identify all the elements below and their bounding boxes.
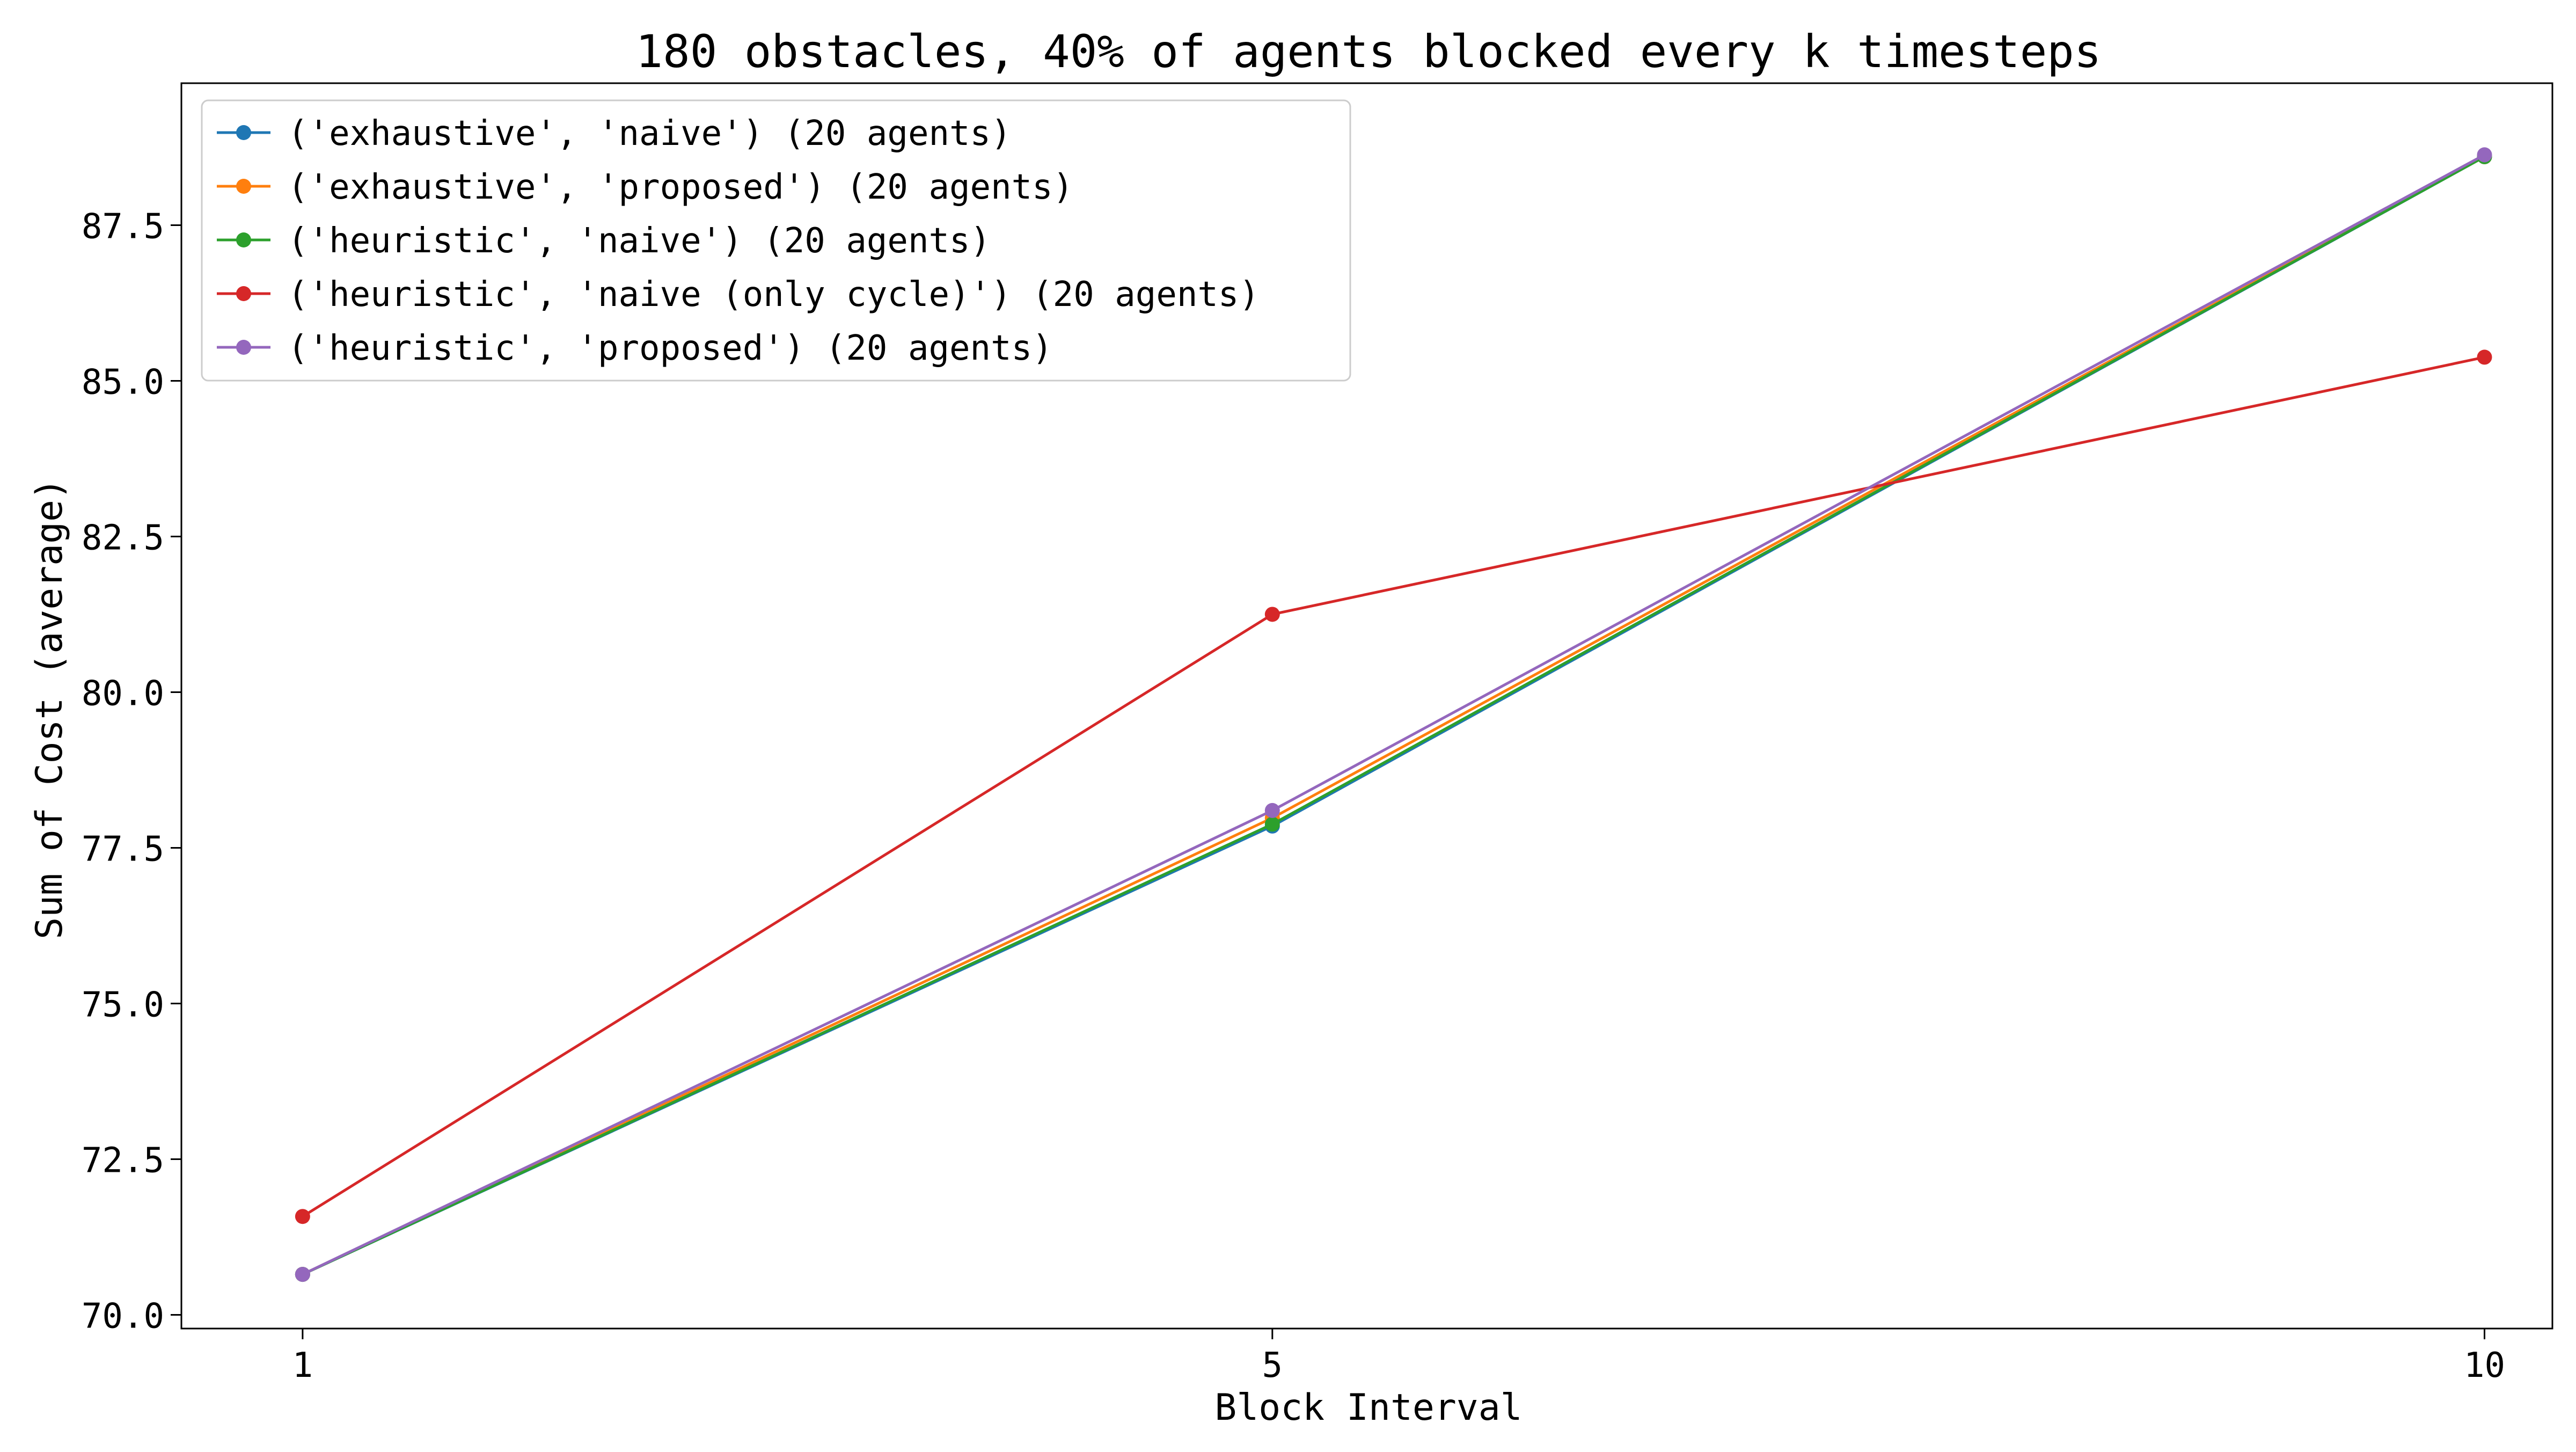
data-point — [1264, 607, 1280, 622]
legend-label: ('heuristic', 'proposed') (20 agents) — [288, 329, 1053, 368]
y-axis-label: Sum of Cost (average) — [28, 478, 71, 939]
legend-item: ('exhaustive', 'proposed') (20 agents) — [217, 167, 1073, 207]
y-tick-label: 75.0 — [82, 985, 164, 1025]
chart-title: 180 obstacles, 40% of agents blocked eve… — [636, 25, 2102, 78]
legend-item: ('heuristic', 'naive (only cycle)') (20 … — [217, 275, 1260, 315]
legend: ('exhaustive', 'naive') (20 agents) ('exh… — [201, 99, 1351, 382]
data-point — [2477, 349, 2492, 365]
data-point — [2477, 147, 2492, 163]
legend-swatch-marker — [236, 286, 251, 301]
y-tick-label: 72.5 — [82, 1141, 164, 1180]
x-tick-label: 10 — [2464, 1346, 2505, 1385]
x-tick-label: 1 — [292, 1346, 313, 1385]
legend-swatch-marker — [236, 125, 251, 140]
y-tick-label: 82.5 — [82, 518, 164, 558]
y-tick-label: 80.0 — [82, 674, 164, 713]
legend-label: ('exhaustive', 'proposed') (20 agents) — [288, 167, 1073, 207]
legend-label: ('heuristic', 'naive') (20 agents) — [288, 221, 991, 261]
y-tick-label: 70.0 — [82, 1296, 164, 1336]
y-tick-label: 85.0 — [82, 362, 164, 402]
x-axis-label: Block Interval — [1214, 1387, 1522, 1429]
series-4 — [295, 349, 2492, 1224]
series-line — [302, 355, 2485, 1218]
y-tick-label: 87.5 — [82, 207, 164, 246]
legend-swatch-marker — [236, 340, 251, 355]
legend-item: ('heuristic', 'proposed') (20 agents) — [217, 329, 1053, 368]
legend-swatch-marker — [236, 232, 251, 247]
legend-label: ('exhaustive', 'naive') (20 agents) — [288, 114, 1012, 154]
data-point — [295, 1209, 310, 1224]
y-tick-label: 77.5 — [82, 829, 164, 869]
legend-box — [201, 99, 1351, 382]
data-point — [295, 1267, 310, 1282]
legend-swatch-marker — [236, 179, 251, 194]
legend-item: ('exhaustive', 'naive') (20 agents) — [217, 114, 1012, 154]
axes-frame — [180, 82, 2553, 1330]
plot-area: 70.0 72.5 75.0 77.5 80.0 82.5 85.0 87.5 1 5 10 — [82, 82, 2553, 1385]
legend-label: ('heuristic', 'naive (only cycle)') (20 … — [288, 275, 1260, 315]
data-point — [1264, 816, 1280, 832]
data-point — [1264, 802, 1280, 818]
x-tick-label: 5 — [1262, 1346, 1283, 1385]
legend-item: ('heuristic', 'naive') (20 agents) — [217, 221, 991, 261]
series-5 — [295, 147, 2492, 1282]
